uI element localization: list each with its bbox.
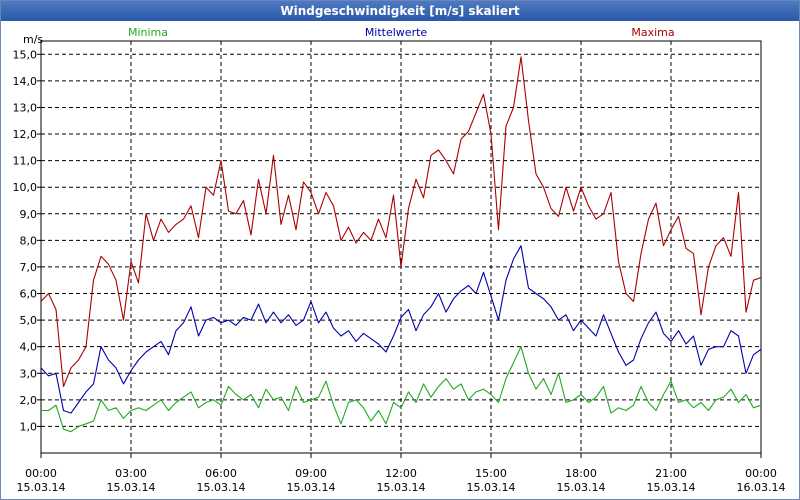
y-tick-label: 15,0 <box>13 48 38 61</box>
y-tick-label: 9,0 <box>20 208 38 221</box>
y-tick-label: 5,0 <box>20 314 38 327</box>
legend: Minima Mittelwerte Maxima <box>128 26 675 39</box>
x-tick-date: 15.03.14 <box>467 481 516 494</box>
x-tick-date: 15.03.14 <box>647 481 696 494</box>
y-axis-ticks: 1,0 2,0 3,0 4,0 5,0 6,0 7,0 8,0 9,0 10,0 11,0 12,0 1… <box>13 48 41 433</box>
series-line-minima <box>41 346 762 433</box>
y-tick-label: 1,0 <box>20 420 38 433</box>
legend-maxima: Maxima <box>631 26 674 39</box>
y-tick-label: 14,0 <box>13 75 38 88</box>
y-tick-label: 3,0 <box>20 367 38 380</box>
x-tick-date: 15.03.14 <box>377 481 426 494</box>
x-tick-date: 15.03.14 <box>197 481 246 494</box>
x-tick-date: 15.03.14 <box>107 481 156 494</box>
x-tick-date: 15.03.14 <box>17 481 66 494</box>
y-tick-label: 6,0 <box>20 288 38 301</box>
x-tick-time: 00:00 <box>745 467 777 480</box>
x-tick-date: 15.03.14 <box>557 481 606 494</box>
wind-speed-chart: 1,0 2,0 3,0 4,0 5,0 6,0 7,0 8,0 9,0 10,0 11,0 12,0 1… <box>13 26 786 494</box>
y-tick-label: 2,0 <box>20 394 38 407</box>
x-tick-time: 06:00 <box>205 467 237 480</box>
x-tick-time: 12:00 <box>385 467 417 480</box>
y-tick-label: 4,0 <box>20 341 38 354</box>
series-line-maxima <box>40 56 762 388</box>
x-tick-time: 18:00 <box>565 467 597 480</box>
x-tick-date: 15.03.14 <box>287 481 336 494</box>
x-tick-time: 21:00 <box>655 467 687 480</box>
y-tick-label: 8,0 <box>20 234 38 247</box>
x-tick-time: 09:00 <box>295 467 327 480</box>
y-tick-label: 13,0 <box>13 101 38 114</box>
x-tick-date: 16.03.14 <box>737 481 786 494</box>
y-tick-label: 12,0 <box>13 128 38 141</box>
x-tick-time: 00:00 <box>25 467 57 480</box>
y-axis-label: m/s <box>23 33 43 46</box>
grid-lines <box>41 41 761 453</box>
y-tick-label: 10,0 <box>13 181 38 194</box>
x-axis-ticks: 00:0015.03.1403:0015.03.1406:0015.03.140… <box>17 453 786 494</box>
series-line-mittelwerte <box>40 245 762 414</box>
x-tick-time: 15:00 <box>475 467 507 480</box>
legend-minima: Minima <box>128 26 168 39</box>
series-lines <box>40 56 762 433</box>
y-tick-label: 7,0 <box>20 261 38 274</box>
x-tick-time: 03:00 <box>115 467 147 480</box>
window-title: Windgeschwindigkeit [m/s] skaliert <box>1 1 799 21</box>
y-tick-label: 11,0 <box>13 155 38 168</box>
legend-mittelwerte: Mittelwerte <box>365 26 428 39</box>
